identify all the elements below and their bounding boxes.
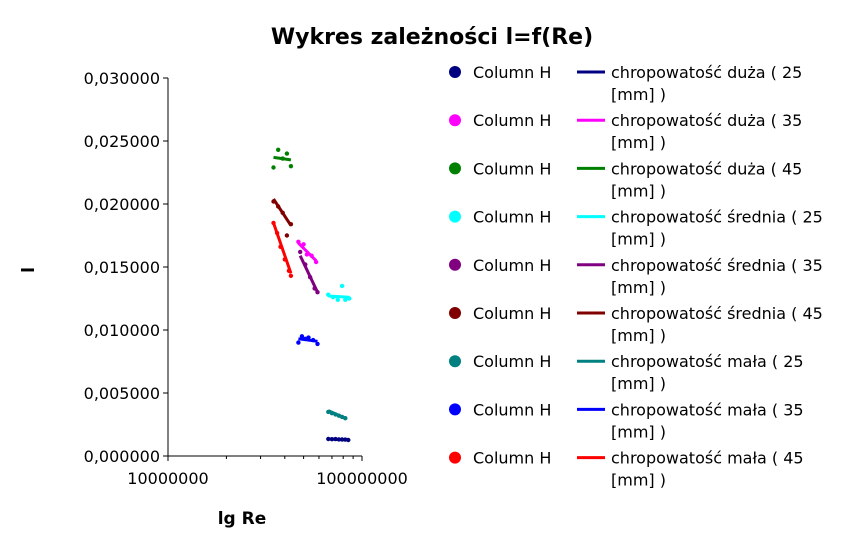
- legend-label: [mm] ): [611, 326, 666, 345]
- plot-area: [271, 147, 352, 443]
- legend-label: Column H: [473, 63, 551, 82]
- legend-marker: [449, 162, 461, 175]
- y-tick-label: 0,010000: [84, 321, 160, 340]
- legend-marker: [449, 403, 461, 416]
- data-point: [288, 164, 294, 169]
- legend-label: chropowatość średnia ( 35: [611, 256, 823, 275]
- data-point: [335, 297, 340, 302]
- legend-label: chropowatość mała ( 35: [611, 400, 804, 419]
- trend-line: [272, 198, 293, 227]
- legend-label: chropowatość średnia ( 25: [611, 208, 823, 227]
- y-tick-label: 0,005000: [84, 384, 160, 403]
- y-tick-label: 0,025000: [84, 132, 160, 151]
- legend-label: chropowatość mała ( 45: [611, 449, 804, 468]
- legend-marker: [449, 210, 461, 223]
- data-point: [284, 151, 290, 156]
- chart-title: Wykres zależności l=f(Re): [271, 25, 593, 50]
- legend-marker: [449, 451, 461, 464]
- data-point: [299, 334, 305, 339]
- legend-marker: [449, 66, 461, 78]
- data-point: [296, 340, 301, 345]
- legend-label: Column H: [473, 159, 551, 178]
- legend-label: chropowatość średnia ( 45: [611, 304, 823, 323]
- legend-label: [mm] ): [611, 471, 666, 490]
- legend-marker: [449, 258, 461, 271]
- trend-line: [328, 294, 350, 299]
- legend-label: chropowatość duża ( 45: [611, 159, 802, 178]
- data-point: [271, 165, 276, 170]
- legend-entry: Column H chropowatość duża ( 45 [mm] ): [449, 159, 802, 200]
- legend-label: Column H: [473, 352, 551, 371]
- data-point: [288, 273, 294, 278]
- trend-line: [327, 409, 346, 420]
- legend-label: Column H: [473, 111, 551, 130]
- legend-label: Column H: [473, 304, 551, 323]
- y-tick-label: 0,030000: [84, 69, 160, 88]
- legend-label: chropowatość duża ( 35: [611, 111, 802, 130]
- legend-label: Column H: [473, 449, 551, 468]
- legend-entry: Column H chropowatość średnia ( 45 [mm] ): [449, 304, 823, 345]
- x-axis-label: lg Re: [218, 509, 267, 529]
- x-tick-label: 100000000: [316, 469, 408, 488]
- trend-line: [272, 222, 293, 274]
- legend-label: [mm] ): [611, 422, 666, 441]
- legend-entry: Column H chropowatość mała ( 35 [mm] ): [449, 400, 804, 441]
- legend-entry: Column H chropowatość mała ( 45 [mm] ): [449, 449, 804, 490]
- data-point: [284, 233, 290, 238]
- data-point: [339, 283, 345, 289]
- legend-label: [mm] ): [611, 278, 666, 297]
- legend-label: [mm] ): [611, 374, 666, 393]
- legend-marker: [449, 355, 461, 368]
- y-tick-label: 0,020000: [84, 195, 160, 214]
- x-tick-label: 10000000: [127, 469, 208, 488]
- legend-label: [mm] ): [611, 85, 666, 104]
- legend-label: Column H: [473, 208, 551, 227]
- legend-entry: Column H chropowatość mała ( 25 [mm] ): [449, 352, 804, 393]
- y-tick-label: 0,000000: [84, 447, 160, 466]
- legend-label: [mm] ): [611, 133, 666, 152]
- data-point: [276, 147, 281, 152]
- data-point: [315, 341, 320, 347]
- legend-label: chropowatość duża ( 25: [611, 63, 802, 82]
- data-point: [343, 297, 348, 302]
- legend-label: chropowatość mała ( 25: [611, 352, 804, 371]
- legend-entry: Column H chropowatość duża ( 35 [mm] ): [449, 111, 802, 152]
- data-point: [298, 249, 303, 255]
- legend-marker: [449, 114, 461, 127]
- legend-entry: Column H chropowatość średnia ( 25 [mm] ): [449, 208, 823, 249]
- legend-label: [mm] ): [611, 230, 666, 249]
- trend-line: [328, 437, 349, 442]
- y-tick-label: 0,015000: [84, 258, 160, 277]
- legend-label: Column H: [473, 400, 551, 419]
- trend-line: [297, 242, 318, 262]
- legend-entry: Column H chropowatość średnia ( 35 [mm] ): [449, 256, 823, 297]
- y-axis-label: l: [19, 267, 39, 273]
- legend-marker: [449, 307, 461, 319]
- axes: 0,000000 0,005000 0,010000 0,015000 0,020000…: [84, 69, 408, 488]
- legend-label: Column H: [473, 256, 551, 275]
- trend-line: [298, 337, 318, 343]
- legend-entry: Column H chropowatość duża ( 25 [mm] ): [449, 63, 802, 104]
- trend-line: [298, 255, 319, 293]
- trend-line: [273, 155, 292, 162]
- legend-label: [mm] ): [611, 181, 666, 200]
